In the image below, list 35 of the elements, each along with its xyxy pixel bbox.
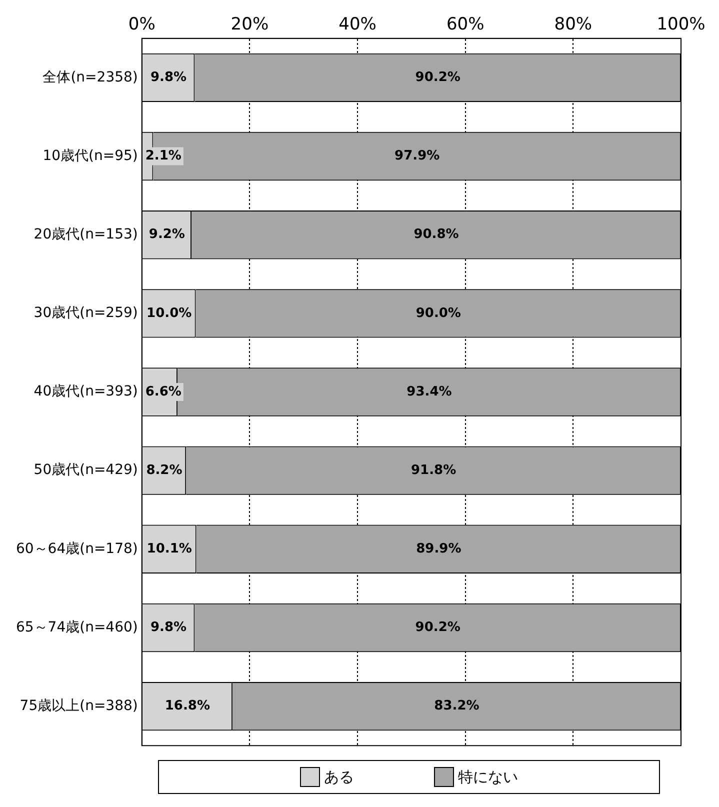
data-label: 91.8% (410, 462, 456, 478)
data-label: 90.8% (414, 227, 459, 242)
data-label: 8.2% (146, 462, 182, 478)
data-label: 90.2% (415, 620, 460, 636)
y-tick-label: 40歳代(n=393) (34, 384, 138, 400)
data-label: 83.2% (434, 698, 480, 714)
y-tick-label: 20歳代(n=153) (34, 226, 138, 242)
x-tick-label: 80% (554, 14, 592, 35)
y-tick-label: 65～74歳(n=460) (16, 619, 138, 636)
data-label: 9.8% (150, 70, 187, 86)
data-label: 16.8% (164, 698, 210, 714)
y-tick-label: 全体(n=2358) (42, 69, 138, 86)
data-label: 10.1% (146, 542, 192, 557)
data-label: 10.0% (146, 306, 192, 321)
y-tick-label: 75歳以上(n=388) (20, 698, 138, 714)
y-tick-label: 50歳代(n=429) (34, 462, 138, 478)
data-label: 90.0% (416, 306, 461, 321)
x-tick-label: 100% (656, 14, 706, 35)
y-tick-label: 30歳代(n=259) (34, 305, 138, 322)
legend-label: ある (324, 768, 354, 786)
x-tick-label: 20% (230, 14, 269, 35)
x-tick-label: 40% (338, 14, 376, 35)
data-label: 6.6% (145, 384, 182, 400)
data-label: 93.4% (406, 384, 452, 400)
text: 特にない (458, 768, 518, 786)
data-label: 97.9% (394, 148, 440, 164)
x-tick-label: 0% (128, 14, 156, 35)
data-label: 9.2% (148, 227, 185, 242)
data-label: 90.2% (415, 70, 460, 86)
y-tick-label: 60～64歳(n=178) (16, 540, 138, 557)
x-tick-label: 60% (446, 14, 484, 35)
data-label: 9.8% (150, 620, 187, 636)
data-label: 2.1% (145, 148, 182, 164)
y-tick-label: 10歳代(n=95) (42, 148, 138, 164)
data-label: 89.9% (416, 542, 462, 557)
